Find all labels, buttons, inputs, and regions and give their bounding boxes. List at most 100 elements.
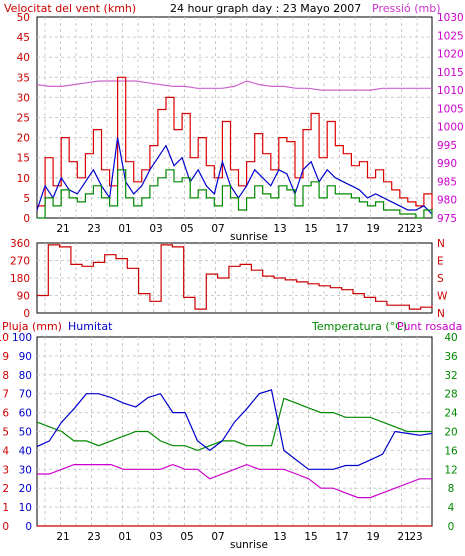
wind-xtick-3: 03 bbox=[149, 223, 162, 235]
temp-ytick-32: 32 bbox=[444, 370, 457, 382]
wind-xtick-10: 19 bbox=[366, 223, 379, 235]
pressure-ytick-975: 975 bbox=[437, 213, 457, 225]
pressure-ytick-1010: 1010 bbox=[437, 85, 464, 97]
hum-ytick-0: 0 bbox=[25, 521, 32, 533]
wind-min-line bbox=[37, 169, 433, 219]
wind-xtick-6: sunrise bbox=[230, 231, 268, 243]
humidity-panel bbox=[36, 336, 433, 527]
dir-ytick-90: 90 bbox=[17, 291, 30, 303]
wind-xtick-7: 13 bbox=[273, 223, 286, 235]
wind-ytick-50: 50 bbox=[17, 12, 30, 24]
hum-xtick-5: 07 bbox=[211, 531, 224, 543]
wind-xtick-9: 17 bbox=[335, 223, 348, 235]
hum-ytick-80: 80 bbox=[19, 370, 32, 382]
wind-xtick-5: 07 bbox=[211, 223, 224, 235]
hum-xtick-7: 13 bbox=[273, 531, 286, 543]
pressure-ytick-1000: 1000 bbox=[437, 122, 464, 134]
rain-label: Pluja (mm) bbox=[2, 320, 62, 333]
rain-ytick-9: 9 bbox=[2, 351, 9, 363]
pressure-ytick-1005: 1005 bbox=[437, 103, 464, 115]
wind-xtick-1: 23 bbox=[87, 223, 100, 235]
temp-ytick-20: 20 bbox=[444, 427, 457, 439]
temp-ytick-0: 0 bbox=[448, 521, 455, 533]
pressure-ytick-1020: 1020 bbox=[437, 49, 464, 61]
temp-ytick-36: 36 bbox=[444, 351, 458, 363]
dir-rtick-0: N bbox=[437, 238, 445, 250]
wind-ytick-15: 15 bbox=[17, 153, 30, 165]
hum-xtick-2: 01 bbox=[118, 531, 131, 543]
dir-rtick-2: S bbox=[437, 273, 444, 285]
hum-ytick-100: 100 bbox=[12, 332, 32, 344]
temperature-line bbox=[36, 397, 432, 452]
temp-ytick-16: 16 bbox=[444, 445, 458, 457]
wind-speed-label: Velocitat del vent (kmh) bbox=[4, 2, 136, 15]
wind-gust-line bbox=[37, 76, 433, 210]
wind-ytick-40: 40 bbox=[17, 52, 30, 64]
dir-ytick-180: 180 bbox=[10, 273, 30, 285]
hum-xtick-11: 21 bbox=[397, 531, 410, 543]
wind-direction-line bbox=[37, 244, 433, 310]
wind-avg-line bbox=[36, 137, 433, 215]
temp-ytick-24: 24 bbox=[444, 408, 458, 420]
wind-xtick-2: 01 bbox=[118, 223, 131, 235]
direction-panel bbox=[36, 242, 433, 314]
dir-ytick-270: 270 bbox=[10, 256, 30, 268]
wind-xtick-12: 23 bbox=[409, 223, 422, 235]
hum-xtick-9: 17 bbox=[335, 531, 348, 543]
hum-ytick-30: 30 bbox=[19, 464, 32, 476]
wind-ytick-30: 30 bbox=[17, 92, 30, 104]
hum-xtick-6: sunrise bbox=[230, 539, 268, 551]
rain-ytick-4: 4 bbox=[2, 445, 9, 457]
wind-ytick-0: 0 bbox=[23, 213, 30, 225]
dir-rtick-4: N bbox=[437, 308, 445, 320]
hum-xtick-1: 23 bbox=[87, 531, 100, 543]
rain-ytick-5: 5 bbox=[2, 427, 9, 439]
temp-ytick-12: 12 bbox=[444, 464, 457, 476]
rain-ytick-7: 7 bbox=[2, 389, 9, 401]
dir-ytick-360: 360 bbox=[10, 238, 30, 250]
rain-ytick-6: 6 bbox=[2, 408, 9, 420]
rain-ytick-3: 3 bbox=[2, 464, 9, 476]
dew-point-label: Punt rosada bbox=[397, 320, 462, 333]
hum-ytick-50: 50 bbox=[19, 427, 32, 439]
dir-rtick-3: W bbox=[437, 291, 448, 303]
hum-ytick-60: 60 bbox=[19, 408, 32, 420]
wind-ytick-45: 45 bbox=[17, 32, 30, 44]
hum-ytick-40: 40 bbox=[19, 445, 32, 457]
temp-ytick-4: 4 bbox=[448, 502, 455, 514]
wind-panel bbox=[36, 16, 433, 219]
pressure-line bbox=[36, 80, 432, 91]
rain-ytick-2: 2 bbox=[2, 483, 9, 495]
hum-xtick-8: 15 bbox=[304, 531, 317, 543]
pressure-ytick-990: 990 bbox=[437, 158, 457, 170]
chart-title: 24 hour graph day : 23 Mayo 2007 bbox=[170, 2, 361, 15]
rain-ytick-10: 10 bbox=[0, 332, 9, 344]
pressure-ytick-1025: 1025 bbox=[437, 30, 464, 42]
wind-xtick-0: 21 bbox=[56, 223, 69, 235]
wind-xtick-4: 05 bbox=[180, 223, 193, 235]
wind-xtick-8: 15 bbox=[304, 223, 317, 235]
pressure-ytick-985: 985 bbox=[437, 176, 457, 188]
hum-ytick-90: 90 bbox=[19, 351, 32, 363]
pressure-ytick-1030: 1030 bbox=[437, 12, 464, 24]
dew-point-line bbox=[37, 463, 432, 499]
dir-rtick-1: E bbox=[437, 256, 444, 268]
hum-ytick-20: 20 bbox=[19, 483, 32, 495]
hum-xtick-12: 23 bbox=[409, 531, 422, 543]
hum-xtick-0: 21 bbox=[56, 531, 69, 543]
pressure-ytick-995: 995 bbox=[437, 140, 457, 152]
pressure-label: Pressió (mb) bbox=[372, 2, 441, 15]
temperature-label: Temperatura (°C) bbox=[311, 320, 407, 333]
hum-xtick-4: 05 bbox=[180, 531, 193, 543]
wind-xtick-11: 21 bbox=[397, 223, 410, 235]
temp-ytick-28: 28 bbox=[444, 389, 457, 401]
humidity-line bbox=[36, 389, 433, 470]
hum-ytick-70: 70 bbox=[19, 389, 32, 401]
hum-ytick-10: 10 bbox=[19, 502, 32, 514]
wind-ytick-10: 10 bbox=[17, 173, 30, 185]
temp-ytick-40: 40 bbox=[444, 332, 457, 344]
rain-ytick-1: 1 bbox=[2, 502, 9, 514]
dir-ytick-0: 0 bbox=[23, 308, 30, 320]
wind-ytick-5: 5 bbox=[23, 193, 30, 205]
